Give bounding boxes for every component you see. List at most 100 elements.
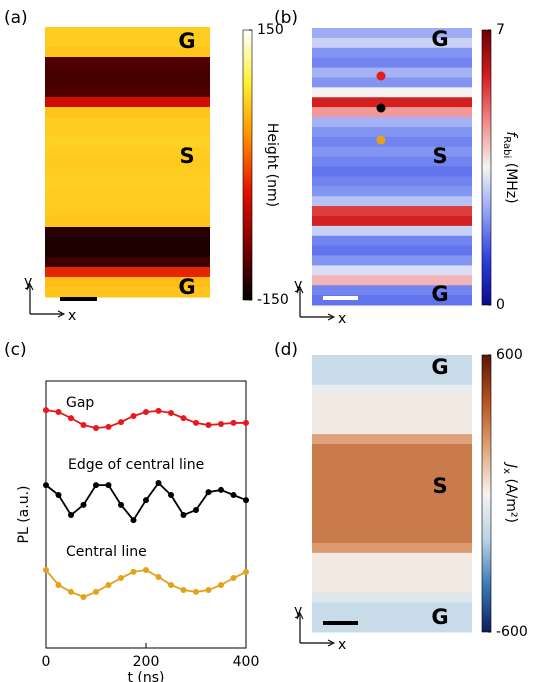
colorbar-symbol: J [503, 461, 519, 468]
heatmap-row [312, 186, 472, 197]
heatmap-row [312, 473, 472, 485]
data-point [93, 588, 99, 595]
data-point [205, 422, 212, 429]
data-point [143, 497, 149, 504]
arrow-head [57, 310, 66, 318]
data-point [93, 424, 99, 431]
region-label: G [431, 282, 448, 306]
data-point [118, 575, 124, 582]
data-point [180, 512, 187, 519]
heatmap-row [312, 562, 472, 574]
heatmap-row [312, 384, 472, 396]
heatmap-row [45, 177, 210, 188]
heatmap-row [45, 227, 210, 238]
heatmap-row [312, 47, 472, 59]
y-axis-label: PL (a.u.) [16, 486, 32, 544]
colorbar-tick-label: 600 [496, 347, 523, 363]
arrow-head [327, 639, 336, 647]
data-point [180, 415, 187, 422]
data-point [168, 581, 174, 588]
data-point [130, 412, 137, 419]
data-point [193, 506, 199, 513]
data-point [105, 482, 112, 489]
colorbar-tick-label: 150 [257, 22, 284, 38]
colorbar-unit: (MHz) [503, 158, 519, 203]
heatmap-row [45, 47, 210, 58]
data-point [130, 517, 137, 524]
axis-label: y [24, 274, 32, 290]
data-point [168, 410, 174, 417]
heatmap-row [312, 146, 472, 158]
arrow-head [26, 282, 34, 291]
heatmap-row [312, 117, 472, 128]
series-line [45, 569, 247, 598]
data-point [218, 420, 224, 427]
heatmap-row [312, 552, 472, 564]
series-label: Edge of central line [68, 457, 204, 473]
heatmap-row [45, 257, 210, 268]
heatmap-row [45, 97, 210, 108]
heatmap-row [312, 424, 472, 435]
heatmap-row [312, 107, 472, 118]
heatmap-row [312, 295, 472, 306]
heatmap-row [312, 285, 472, 296]
heatmap-row [312, 503, 472, 514]
data-point [230, 419, 237, 426]
heatmap-row [312, 67, 472, 78]
heatmap-row [312, 572, 472, 584]
heatmap-row [45, 207, 210, 218]
region-label: G [178, 29, 195, 53]
data-point [68, 415, 74, 422]
data-point [80, 501, 87, 508]
data-point [155, 479, 162, 486]
heatmap-row [45, 117, 210, 128]
data-point [43, 567, 49, 574]
heatmap-row [312, 176, 472, 187]
heatmap-row [312, 225, 472, 237]
region-label: S [432, 144, 447, 168]
axis-label: y [294, 277, 302, 293]
heatmap-row [312, 136, 472, 148]
heatmap-row [312, 57, 472, 69]
heatmap-row [312, 364, 472, 376]
heatmap-row [312, 215, 472, 227]
heatmap-row [312, 156, 472, 167]
heatmap-row [312, 414, 472, 425]
heatmap-row [45, 37, 210, 48]
heatmap-row [45, 187, 210, 198]
colorbar-symbol: Height (nm) [264, 123, 280, 207]
heatmap-row [312, 97, 472, 108]
axis-label: x [338, 311, 346, 327]
colorbar-label: fRabi (MHz) [501, 131, 519, 203]
heatmap-row [312, 622, 472, 633]
heatmap-row [45, 167, 210, 178]
panel-label: (d) [274, 340, 298, 360]
heatmap-row [312, 463, 472, 475]
data-point [118, 501, 124, 508]
heatmap-row [312, 196, 472, 207]
marker-dot [376, 103, 386, 113]
colorbar-subscript: Rabi [501, 136, 512, 158]
data-point [218, 581, 224, 588]
data-point [168, 492, 174, 499]
x-tick-label: 400 [233, 654, 260, 670]
colorbar-symbol: f [503, 131, 519, 138]
colorbar-label: Height (nm) [264, 123, 280, 207]
region-label: S [179, 144, 194, 168]
heatmap-row [312, 394, 472, 405]
data-point [193, 588, 199, 595]
data-point [105, 581, 112, 588]
heatmap-row [45, 107, 210, 118]
data-point [243, 568, 249, 575]
colorbar-tick-label: 0 [496, 297, 505, 313]
colorbar-tick-label: 7 [496, 22, 505, 38]
heatmap-row [312, 245, 472, 257]
data-point [230, 575, 237, 582]
series-label: Gap [66, 395, 94, 411]
heatmap-row [45, 57, 210, 68]
region-label: G [431, 27, 448, 51]
data-point [93, 482, 99, 489]
heatmap-row [45, 277, 210, 288]
heatmap-row [45, 287, 210, 298]
heatmap-row [45, 137, 210, 148]
